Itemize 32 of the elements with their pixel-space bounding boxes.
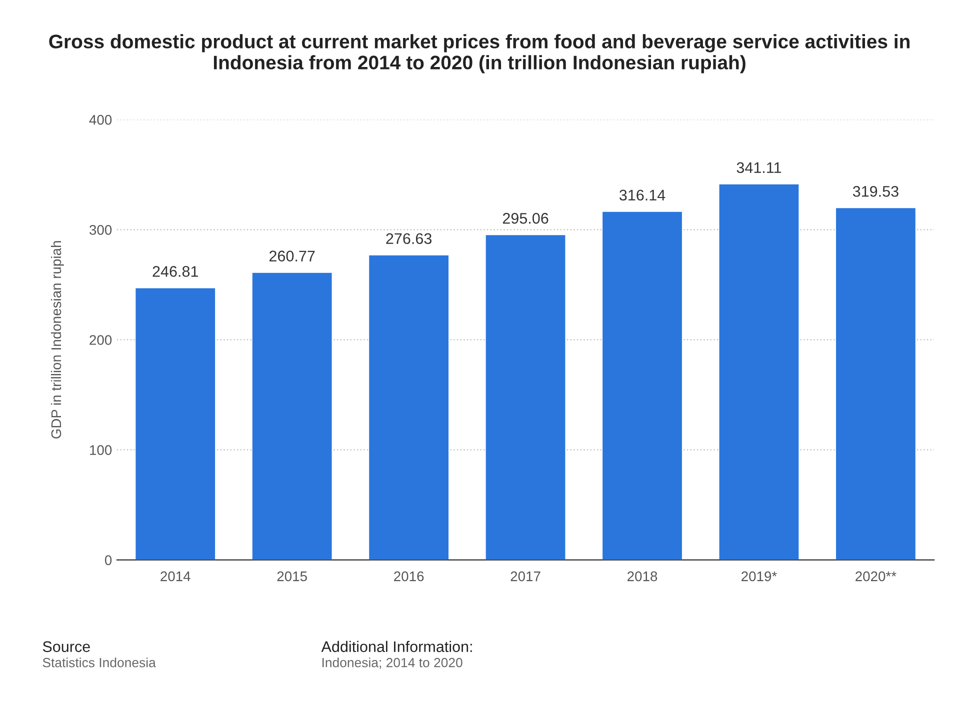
data-label: 319.53 <box>852 186 898 197</box>
x-tick-label: 2020** <box>856 571 896 582</box>
bar <box>252 272 332 560</box>
text: Source <box>42 641 90 652</box>
x-tick-label: 2016 <box>394 571 424 582</box>
text: Additional Information: <box>321 640 472 652</box>
bar <box>836 208 916 560</box>
bar <box>602 212 682 560</box>
bar <box>486 235 566 560</box>
bar <box>136 288 216 560</box>
x-tick-label: 2018 <box>628 571 658 582</box>
bar <box>369 255 448 560</box>
data-label: 316.14 <box>619 190 666 201</box>
x-tick-label: 2014 <box>160 571 190 582</box>
y-tick-label: 300 <box>89 224 112 235</box>
text: Indonesia; 2014 to 2020 <box>322 658 462 669</box>
bar <box>719 184 799 560</box>
y-tick-label: 0 <box>104 555 112 566</box>
x-tick-label: 2015 <box>277 571 307 582</box>
data-label: 276.63 <box>386 233 432 244</box>
data-label: 341.11 <box>736 162 782 174</box>
x-tick-label: 2019* <box>742 571 777 582</box>
y-axis-title: GDP in trillion Indonesian rupiah <box>50 241 64 439</box>
y-tick-label: 200 <box>90 335 112 345</box>
y-tick-label: 400 <box>89 114 112 125</box>
chart-title: Gross domestic product at current market prices from food and beverage service activities in Indonesia from 2014 to 2020 (in trillion Indonesian rupiah) <box>49 34 910 74</box>
y-tick-label: 100 <box>90 445 112 455</box>
data-label: 260.77 <box>269 250 315 262</box>
data-label: 295.06 <box>502 212 548 224</box>
text: Statistics Indonesia <box>42 658 156 668</box>
x-tick-label: 2017 <box>510 571 540 582</box>
data-label: 246.81 <box>152 266 198 277</box>
